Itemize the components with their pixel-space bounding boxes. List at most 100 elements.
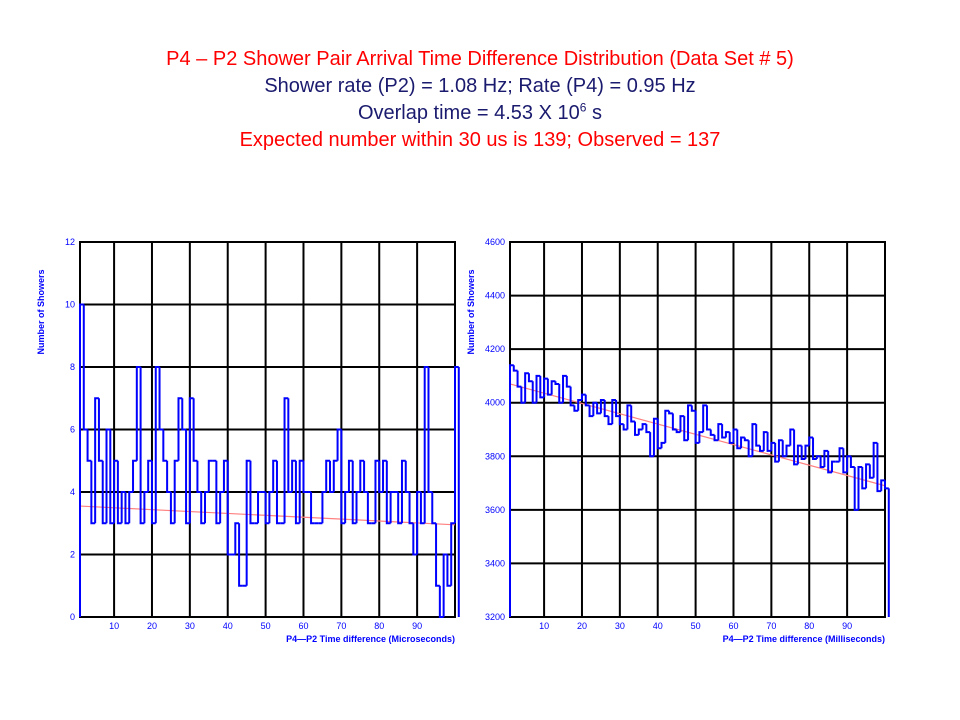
chart2-histogram-bin — [645, 424, 651, 434]
chart1-histogram-bin — [336, 428, 342, 461]
chart1-y-axis-label: Number of Showers — [36, 269, 46, 354]
chart2-histogram-bin — [509, 364, 514, 617]
chart1-histogram-bin — [124, 492, 130, 525]
chart2-histogram-bin — [709, 429, 715, 436]
chart1-histogram-bin — [132, 459, 137, 492]
chart2-histogram-bin — [698, 431, 704, 443]
chart1-histogram-bin — [101, 460, 107, 525]
chart1-xtick-label: 20 — [147, 621, 157, 631]
chart2-xtick-label: 90 — [842, 621, 852, 631]
chart1-histogram-bin — [147, 459, 152, 492]
chart2-histogram-bin — [785, 444, 791, 457]
chart2-histogram-bin — [573, 405, 579, 412]
chart1-histogram-bin — [204, 491, 209, 524]
chart2-histogram-bin — [759, 445, 764, 452]
chart1-histogram-bin — [408, 492, 414, 525]
chart2-xtick-label: 30 — [615, 621, 625, 631]
chart1-ytick-label: 2 — [70, 550, 75, 560]
chart2-histogram-bin — [838, 447, 844, 462]
chart2-x-axis-label: P4—P2 Time difference (Milliseconds) — [723, 634, 885, 644]
chart2-histogram-bin — [554, 381, 560, 385]
chart2-histogram-bin — [622, 424, 628, 431]
chart1-histogram-bin — [332, 459, 338, 492]
chart2-histogram-bin — [713, 434, 719, 442]
chart1-histogram-bin — [302, 460, 308, 493]
chart1-histogram-bin — [90, 460, 96, 525]
title-line-2: Shower rate (P2) = 1.08 Hz; Rate (P4) = … — [264, 75, 696, 97]
chart1-histogram-bin — [404, 460, 410, 493]
title-line-4: Expected number within 30 us is 139; Obs… — [239, 129, 721, 151]
chart2-fit-line — [509, 383, 886, 487]
title-line-3: Overlap time = 4.53 X 106 s — [0, 100, 960, 127]
chart1-histogram-bin — [143, 491, 149, 524]
chart1-fit-line — [79, 505, 456, 526]
chart2-histogram-bin — [512, 365, 518, 372]
chart2-histogram-bin — [743, 437, 749, 442]
chart2-ytick-label: 3600 — [485, 505, 505, 515]
chart2-histogram-bin — [736, 429, 742, 450]
chart2-histogram-bin — [588, 405, 594, 418]
chart2-ytick-label: 3200 — [485, 612, 505, 622]
chart1-histogram-bin — [86, 429, 92, 462]
chart2-histogram-bin — [876, 442, 882, 493]
chart2-histogram-bin — [774, 442, 779, 463]
chart2-histogram-bin — [732, 428, 738, 443]
chart1-histogram-bin — [105, 428, 111, 524]
chart1-histogram-bin — [275, 460, 281, 525]
chart2-histogram-bin — [812, 437, 817, 460]
chart2-histogram-bin — [630, 405, 635, 423]
chart1-histogram-bin — [291, 459, 296, 492]
chart2-histogram-bin — [808, 436, 814, 446]
chart2-histogram-bin — [592, 401, 598, 417]
chart2-histogram-bin — [751, 423, 757, 457]
chart1-histogram-bin — [344, 491, 349, 524]
chart2-plot-frame — [509, 241, 886, 618]
chart1-histogram-bin — [79, 303, 84, 617]
chart1-histogram-bin — [264, 492, 270, 525]
chart1-histogram-bin — [419, 492, 425, 525]
chart2-ytick-label: 4000 — [485, 398, 505, 408]
chart2-histogram-bin — [671, 413, 677, 431]
chart1-xtick-label: 10 — [109, 621, 119, 631]
chart1-histogram-bin — [363, 460, 368, 493]
chart1-histogram-bin — [382, 459, 387, 492]
chart1-histogram-bin — [162, 429, 168, 462]
chart2-histogram-bin — [728, 432, 734, 444]
chart2-histogram-bin — [652, 417, 658, 457]
chart1-histogram-bin — [321, 491, 327, 524]
chart1-histogram-bin — [359, 459, 365, 492]
chart2-ytick-label: 3400 — [485, 558, 505, 568]
chart2-histogram-bin — [649, 432, 654, 458]
chart1-histogram-bin — [185, 429, 190, 525]
chart1-histogram-bin — [154, 366, 160, 524]
chart2-histogram-bin — [558, 383, 564, 404]
chart1-histogram-bin — [200, 492, 205, 525]
chart2-histogram-bin — [884, 480, 889, 490]
chart1-histogram-bin — [400, 459, 406, 524]
chart2-xtick-label: 20 — [577, 621, 587, 631]
chart1-histogram-bin — [298, 459, 304, 524]
chart1-histogram-bin — [438, 585, 444, 618]
chart2-histogram-bin — [596, 402, 601, 415]
chart2-histogram-bin — [599, 399, 605, 414]
chart1-histogram-bin — [215, 460, 221, 525]
chart1-xtick-label: 40 — [223, 621, 233, 631]
chart2-histogram-bin — [793, 429, 798, 466]
chart1-histogram-bin — [416, 491, 421, 555]
chart1-histogram-bin — [196, 460, 202, 493]
chart1-histogram-bin — [442, 553, 448, 617]
chart2-histogram-bin — [618, 416, 624, 426]
chart2-histogram-bin — [880, 479, 885, 492]
chart2-histogram-bin — [690, 405, 696, 412]
chart2-histogram-bin — [762, 431, 768, 451]
chart1-histogram-bin — [177, 397, 183, 461]
chart1-histogram-bin — [431, 492, 437, 525]
chart2-histogram-bin — [804, 444, 810, 459]
chart1-histogram-bin — [272, 459, 277, 492]
chart2-xtick-label: 60 — [728, 621, 738, 631]
chart2-histogram-bin — [687, 404, 692, 441]
chart2-xtick-label: 70 — [766, 621, 776, 631]
chart1-histogram-bin — [173, 459, 179, 524]
chart2-xtick-label: 80 — [804, 621, 814, 631]
chart2-histogram-bin — [819, 456, 825, 468]
